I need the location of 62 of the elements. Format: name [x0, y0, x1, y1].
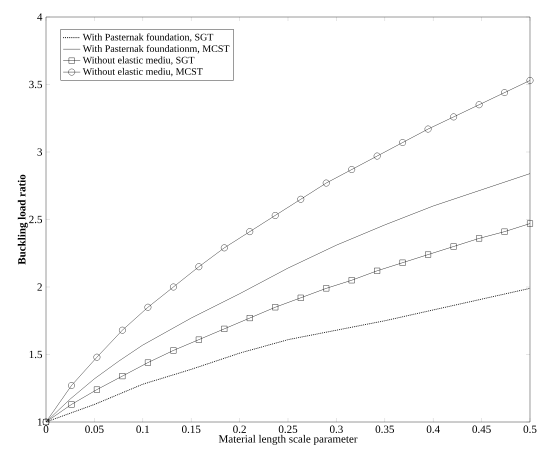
y-tick-label: 2 [37, 283, 42, 291]
point [526, 77, 534, 84]
point [374, 268, 380, 274]
point [272, 212, 279, 219]
point [68, 382, 75, 389]
point [425, 252, 432, 258]
x-tick-label: 0.05 [85, 426, 104, 434]
y-tick-label: 1.5 [30, 350, 42, 358]
point [399, 139, 406, 146]
point [322, 180, 330, 186]
point [220, 244, 228, 252]
point [400, 260, 406, 266]
point [170, 284, 177, 290]
y-tick-label: 2.5 [29, 216, 42, 224]
point [323, 285, 330, 292]
point [170, 347, 176, 354]
point [424, 126, 432, 132]
legend-label: Without elastic mediu, MCST [82, 68, 203, 76]
point [144, 360, 151, 366]
point [246, 228, 254, 236]
legend-label: With Pasternak foundation, SGT [82, 33, 214, 42]
point [476, 101, 482, 108]
point [297, 196, 304, 203]
point [450, 244, 457, 250]
point [94, 386, 100, 393]
point [527, 220, 533, 227]
y-axis-title: Buckling load ratio [18, 174, 28, 265]
point [94, 354, 100, 361]
point [374, 152, 381, 160]
x-tick-label: 0.45 [472, 426, 491, 434]
point [195, 263, 202, 270]
point [501, 89, 508, 96]
x-tick-label: 0.5 [524, 426, 536, 434]
point [196, 336, 202, 343]
point [450, 114, 458, 120]
point [118, 326, 126, 334]
point [68, 401, 74, 408]
point [348, 166, 356, 173]
legend-label: With Pasternak foundationm, MCST [82, 44, 230, 54]
x-axis-title: Material length scale parameter [218, 434, 358, 445]
x-tick-label: 0 [44, 426, 48, 433]
y-tick-label: 1 [38, 418, 42, 426]
point [476, 235, 482, 242]
point [348, 277, 355, 284]
x-tick-label: 0.4 [426, 426, 440, 434]
y-tick-label: 4 [37, 13, 42, 21]
point [144, 304, 152, 311]
point [119, 373, 126, 380]
y-tick-label: 3.5 [29, 80, 42, 88]
x-tick-label: 0.15 [182, 426, 200, 434]
x-tick-label: 0.3 [330, 426, 343, 434]
y-tick-label: 3 [38, 148, 42, 156]
point [298, 294, 304, 301]
point [221, 326, 228, 332]
point [272, 304, 278, 310]
x-tick-label: 0.25 [278, 426, 298, 434]
x-tick-label: 0.2 [233, 426, 246, 434]
x-tick-label: 0.1 [136, 426, 150, 434]
point [246, 315, 253, 322]
x-tick-label: 0.35 [376, 426, 394, 434]
point [502, 228, 508, 235]
legend-label: Without elastic mediu, SGT [82, 56, 194, 65]
